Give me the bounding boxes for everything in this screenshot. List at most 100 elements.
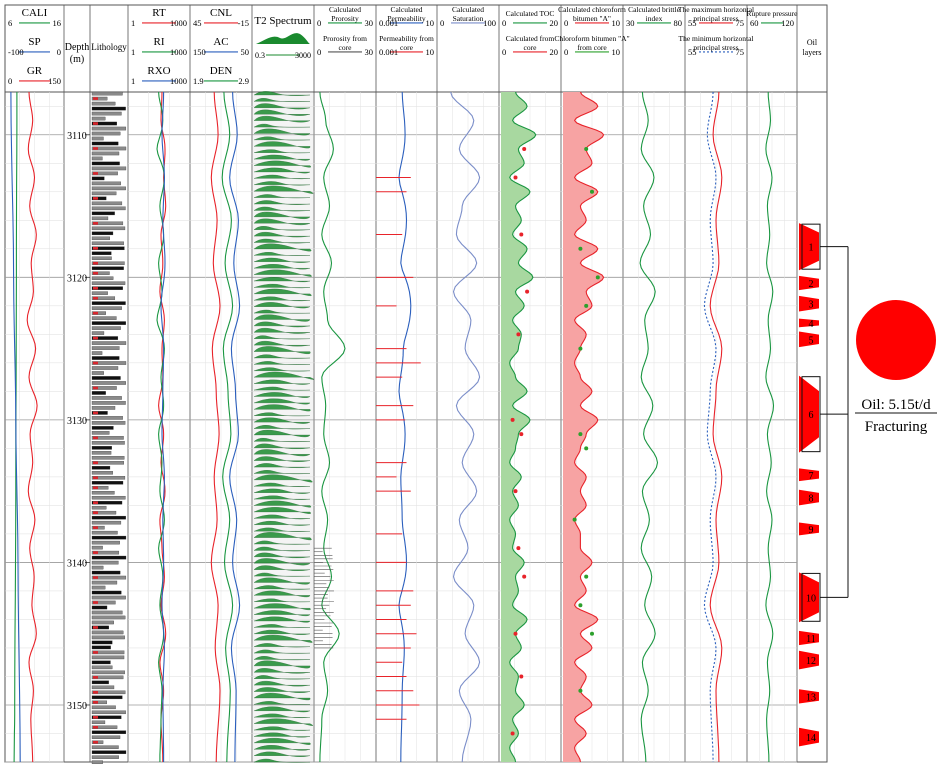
lithology-marker <box>93 172 98 175</box>
core-sample-point <box>578 246 583 251</box>
lithology-bed <box>91 376 121 380</box>
curve-calculated-prorosity <box>319 91 346 763</box>
lithology-bed <box>91 486 109 490</box>
curve-ac <box>229 91 241 763</box>
lithology-bed <box>91 101 116 106</box>
core-sample-point <box>578 346 583 351</box>
t2-spectrum-peak <box>253 412 311 417</box>
lithology-bed <box>91 116 106 121</box>
lithology-marker <box>93 286 98 290</box>
lithology-bed <box>91 730 127 734</box>
lithology-bed <box>91 246 125 251</box>
lithology-bed <box>91 635 125 640</box>
lithology-bed <box>91 321 126 325</box>
t2-spectrum-peak <box>253 238 311 244</box>
curve-header-label: Prorosity from <box>323 34 367 43</box>
core-sample-point <box>525 289 530 294</box>
scale-max-label: 30 <box>365 47 374 57</box>
lithology-bed <box>91 670 125 675</box>
scale-min-label: 45 <box>193 18 202 28</box>
core-sample-point <box>590 189 594 194</box>
lithology-bed <box>91 600 116 605</box>
t2-spectrum <box>253 91 315 763</box>
lithology-bed <box>91 505 107 510</box>
oil-rate-label: Oil: 5.15t/d <box>861 397 931 413</box>
t2-header-glyph <box>256 33 310 44</box>
lithology-bed <box>91 466 111 470</box>
t2-spectrum-peak <box>253 257 311 263</box>
t2-spectrum-peak <box>253 367 311 372</box>
curve-calculated-brittle-index <box>639 91 659 763</box>
lithology-bed <box>91 481 124 485</box>
lithology-marker <box>93 336 98 340</box>
lithology-bed <box>91 391 106 395</box>
lithology-bed <box>91 161 120 166</box>
oil-layer-band <box>799 689 819 704</box>
t2-spectrum-peak <box>253 449 311 457</box>
lithology-bed <box>91 326 121 330</box>
t2-spectrum-peak <box>253 264 311 270</box>
t2-spectrum-peak <box>253 194 311 199</box>
core-sample-point <box>519 232 524 237</box>
core-sample-point <box>510 417 515 422</box>
lithology-bed <box>91 341 127 345</box>
scale-max-label: 10 <box>612 47 621 57</box>
lithology-bed <box>91 530 118 535</box>
scale-max-label: 2.9 <box>238 76 249 86</box>
scale-max-label: 3000 <box>295 51 311 60</box>
scale-max-label: 1000 <box>170 47 187 57</box>
t2-spectrum-peak <box>253 335 311 340</box>
lithology-bed <box>91 685 115 690</box>
scale-min-label: 0.001 <box>379 18 398 28</box>
lithology-marker <box>93 501 98 505</box>
scale-min-label: 60 <box>750 18 759 28</box>
lithology-bed <box>91 361 127 365</box>
t2-spectrum-peak <box>253 185 314 194</box>
lithology-marker <box>93 197 98 200</box>
core-sample-point <box>590 631 594 636</box>
t2-spectrum-peak <box>253 660 311 669</box>
lithology-marker <box>93 576 98 579</box>
depth-tick-label: 3140 <box>67 558 87 569</box>
lithology-bed <box>91 456 125 460</box>
depth-tick-label: 3120 <box>67 273 87 284</box>
core-sample-point <box>595 275 600 280</box>
lithology-bed <box>91 725 118 729</box>
lithology-bed <box>91 146 127 151</box>
t2-spectrum-peak <box>253 732 311 738</box>
oil-layer-band <box>799 650 819 670</box>
lithology-bed <box>91 106 126 111</box>
lithology-bed <box>91 381 126 385</box>
lithology-bed <box>91 520 122 525</box>
lithology-bed <box>91 490 115 495</box>
lithology-bed <box>91 735 121 739</box>
lithology-bed <box>91 625 109 630</box>
lithology-bed <box>91 171 118 176</box>
t2-spectrum-peak <box>253 482 311 487</box>
core-sample-point <box>584 574 589 579</box>
lithology-bed <box>91 276 114 280</box>
lithology-bed <box>91 196 107 201</box>
curve-header-label: CALI <box>22 7 48 19</box>
t2-spectrum-peak <box>253 603 311 611</box>
lithology-bed <box>91 416 123 420</box>
scale-max-label: 1000 <box>170 18 187 28</box>
lithology-bed <box>91 331 105 335</box>
scale-max-label: 120 <box>781 18 794 28</box>
t2-spectrum-peak <box>253 758 311 763</box>
curve-header-label: core <box>400 43 414 52</box>
t2-spectrum-peak <box>253 379 311 385</box>
oil-layer-band <box>799 522 819 536</box>
t2-spectrum-peak <box>253 572 311 577</box>
lithology-bed <box>91 720 106 725</box>
scale-min-label: 6 <box>8 18 12 28</box>
t2-spectrum-peak <box>253 514 311 520</box>
lithology-bed <box>91 690 126 695</box>
fracturing-label: Fracturing <box>865 419 928 435</box>
scale-min-label: 0 <box>564 47 568 57</box>
lithology-bed <box>91 585 106 590</box>
lithology-bed <box>91 426 114 430</box>
t2-spectrum-peak <box>253 456 311 463</box>
lithology-bed <box>91 291 108 295</box>
curve-header-label: Calculated TOC <box>506 9 555 18</box>
